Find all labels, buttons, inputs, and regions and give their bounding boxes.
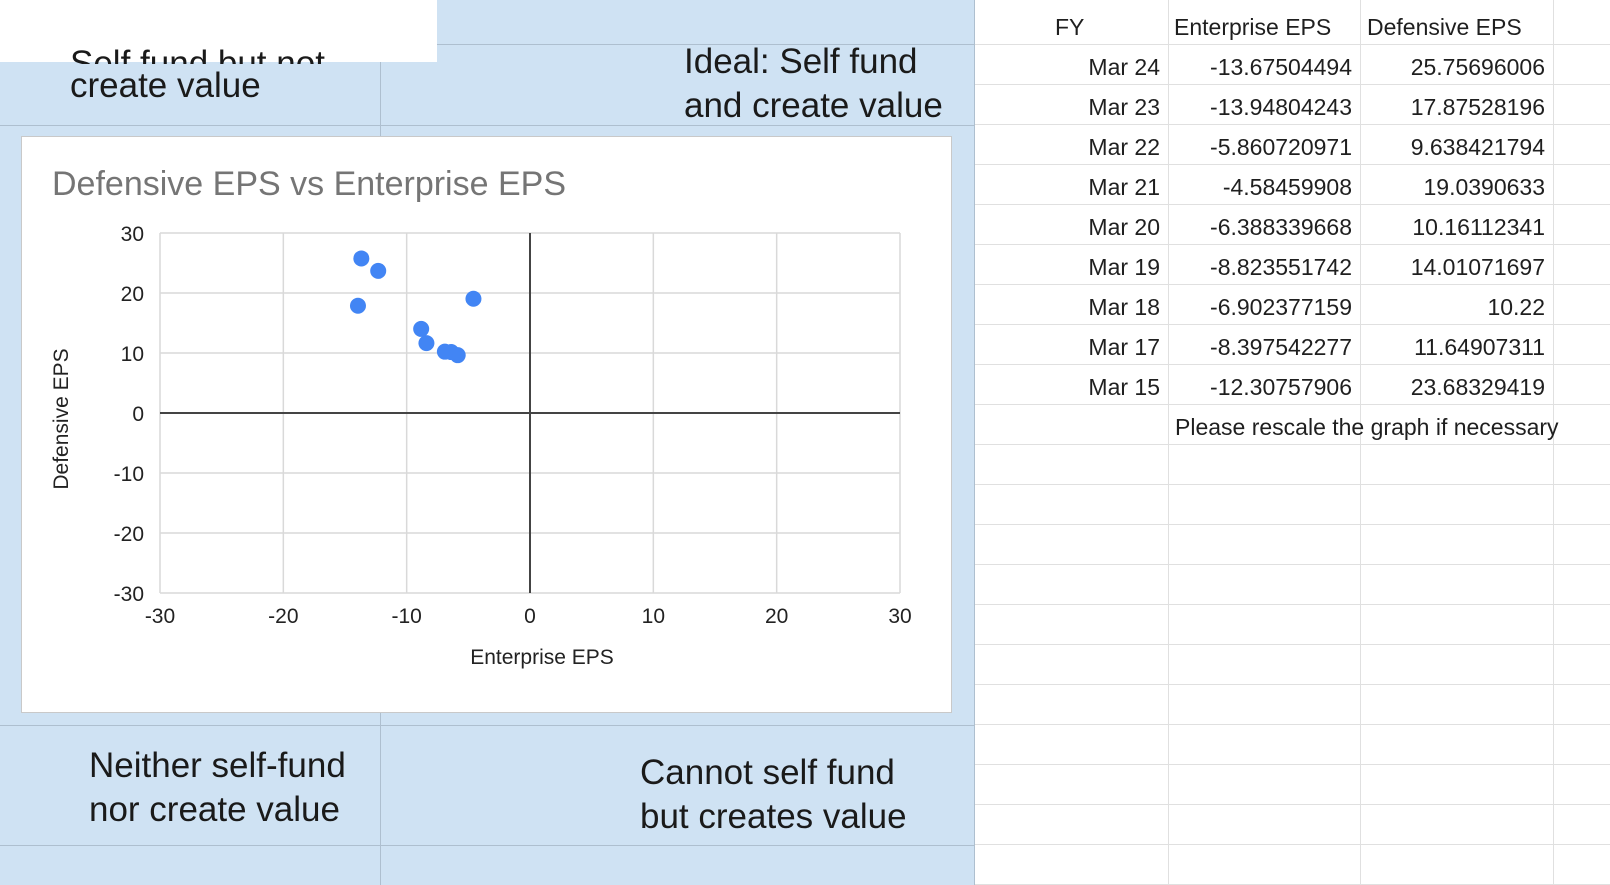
sheet-row-line bbox=[975, 204, 1610, 205]
x-tick-label: -30 bbox=[145, 605, 175, 628]
table-cell: Mar 15 bbox=[1088, 374, 1160, 400]
sheet-row-line bbox=[975, 604, 1610, 605]
table-cell: -6.902377159 bbox=[1210, 294, 1352, 320]
sheet-row-line bbox=[975, 804, 1610, 805]
data-point bbox=[370, 262, 387, 279]
column-header: Defensive EPS bbox=[1367, 14, 1522, 40]
sheet-col-line bbox=[1553, 0, 1554, 885]
sheet-row-line bbox=[975, 444, 1610, 445]
sheet-row-line bbox=[975, 644, 1610, 645]
table-cell: 9.638421794 bbox=[1410, 134, 1545, 160]
sheet-row-line bbox=[975, 244, 1610, 245]
sheet-row-line bbox=[975, 84, 1610, 85]
sheet-row-line bbox=[975, 164, 1610, 165]
grid-line bbox=[0, 725, 975, 726]
x-tick-label: 10 bbox=[642, 605, 665, 628]
spreadsheet: FY Enterprise EPS Defensive EPS Mar 24 -13.6… bbox=[975, 0, 1610, 885]
table-cell: 10.16112341 bbox=[1412, 214, 1545, 240]
sheet-row-line bbox=[975, 764, 1610, 765]
column-header: FY bbox=[1055, 14, 1085, 40]
sheet-row-line bbox=[975, 564, 1610, 565]
table-cell: Mar 20 bbox=[1088, 214, 1160, 240]
sheet-col-line bbox=[1360, 0, 1361, 885]
sheet-row-line bbox=[975, 524, 1610, 525]
table-cell: 25.75696006 bbox=[1410, 54, 1545, 80]
table-cell: Mar 18 bbox=[1088, 294, 1160, 320]
table-cell: -8.397542277 bbox=[1210, 334, 1352, 360]
sheet-row-line bbox=[975, 364, 1610, 365]
sheet-row-line bbox=[975, 324, 1610, 325]
data-point bbox=[465, 290, 482, 307]
table-cell: 14.01071697 bbox=[1410, 254, 1545, 280]
table-cell: 17.87528196 bbox=[1410, 94, 1545, 120]
sheet-note: Please rescale the graph if necessary bbox=[1175, 414, 1559, 440]
table-cell: -6.388339668 bbox=[1210, 214, 1352, 240]
scatter-chart[interactable]: Defensive EPS vs Enterprise EPS -30 -20 -1… bbox=[21, 136, 952, 713]
quadrant-label-top-right: Ideal: Self fund and create value bbox=[684, 42, 943, 125]
quadrant-label-bottom-right: Cannot self fund but creates value bbox=[640, 753, 907, 836]
column-header: Enterprise EPS bbox=[1174, 14, 1332, 40]
table-cell: 23.68329419 bbox=[1410, 374, 1545, 400]
table-cell: Mar 17 bbox=[1088, 334, 1160, 360]
grid-line bbox=[974, 0, 975, 885]
table-cell: 19.0390633 bbox=[1423, 174, 1545, 200]
sheet-row-line bbox=[975, 724, 1610, 725]
y-tick-label: 20 bbox=[121, 283, 144, 306]
chart-title: Defensive EPS vs Enterprise EPS bbox=[52, 165, 566, 203]
sheet-row-line bbox=[975, 124, 1610, 125]
table-cell: -13.67504494 bbox=[1210, 54, 1352, 80]
x-tick-label: 0 bbox=[524, 605, 536, 628]
y-tick-label: -30 bbox=[114, 583, 144, 606]
x-tick-label: 30 bbox=[888, 605, 911, 628]
data-point bbox=[353, 250, 370, 267]
data-point bbox=[413, 320, 430, 337]
table-cell: 10.22 bbox=[1487, 294, 1545, 320]
x-tick-label: -10 bbox=[391, 605, 421, 628]
sheet-row-line bbox=[975, 484, 1610, 485]
y-tick-label: -20 bbox=[114, 523, 144, 546]
sheet-row-line bbox=[975, 684, 1610, 685]
table-cell: Mar 24 bbox=[1088, 54, 1160, 80]
table-cell: Mar 19 bbox=[1088, 254, 1160, 280]
x-tick-label: 20 bbox=[765, 605, 788, 628]
sheet-row-line bbox=[975, 44, 1610, 45]
sheet-row-line bbox=[975, 404, 1610, 405]
grid-line bbox=[0, 44, 975, 45]
quadrant-label-bottom-left: Neither self-fund nor create value bbox=[89, 746, 346, 829]
table-cell: 11.64907311 bbox=[1414, 334, 1545, 360]
table-cell: -8.823551742 bbox=[1210, 254, 1352, 280]
data-point bbox=[436, 343, 453, 360]
chart-canvas: Defensive EPS vs Enterprise EPS -30 -20 -1… bbox=[50, 165, 912, 669]
x-axis-label: Enterprise EPS bbox=[470, 646, 614, 669]
sheet-col-line bbox=[1168, 0, 1169, 885]
table-cell: -5.860720971 bbox=[1210, 134, 1352, 160]
quadrant-background: Self fund but not create value Ideal: Se… bbox=[0, 0, 975, 885]
grid-line bbox=[0, 125, 975, 126]
quadrant-label-top-left: Self fund but not create value bbox=[70, 44, 325, 105]
table-cell: Mar 21 bbox=[1088, 174, 1160, 200]
table-cell: Mar 22 bbox=[1088, 134, 1160, 160]
y-axis-label: Defensive EPS bbox=[50, 348, 73, 489]
y-tick-label: -10 bbox=[114, 463, 144, 486]
sheet-row-line bbox=[975, 284, 1610, 285]
y-tick-label: 10 bbox=[121, 343, 144, 366]
y-tick-label: 0 bbox=[132, 403, 144, 426]
table-cell: -12.30757906 bbox=[1210, 374, 1352, 400]
x-tick-label: -20 bbox=[268, 605, 298, 628]
table-cell: Mar 23 bbox=[1088, 94, 1160, 120]
data-point bbox=[349, 297, 366, 314]
table-cell: -4.58459908 bbox=[1222, 174, 1352, 200]
table-cell: -13.94804243 bbox=[1210, 94, 1352, 120]
y-tick-label: 30 bbox=[121, 223, 144, 246]
overlay-patch bbox=[0, 0, 437, 62]
sheet-row-line bbox=[975, 844, 1610, 845]
data-point bbox=[418, 335, 435, 352]
grid-line bbox=[0, 845, 975, 846]
